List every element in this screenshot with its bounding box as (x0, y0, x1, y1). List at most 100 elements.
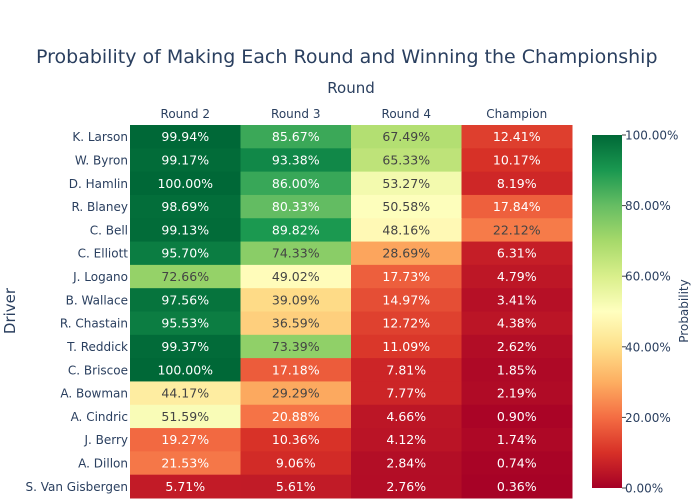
y-tick-label: A. Cindric (71, 410, 128, 424)
heatmap-cell (351, 171, 462, 196)
heatmap-cell (461, 474, 573, 499)
cell-value-label: 44.17% (161, 386, 209, 401)
heatmap-cell (130, 148, 241, 173)
cell-value-label: 73.39% (272, 339, 320, 354)
cell-value-label: 0.36% (497, 479, 537, 494)
cell-value-label: 8.19% (497, 176, 537, 191)
heatmap-cell (240, 311, 352, 336)
heatmap-cell (240, 288, 352, 312)
heatmap-cell (240, 171, 352, 196)
heatmap-cell (130, 218, 241, 243)
cell-value-label: 53.27% (382, 176, 430, 191)
heatmap-cell (351, 381, 462, 406)
heatmap-cell (461, 218, 573, 243)
heatmap-cell (351, 334, 462, 359)
heatmap-cell (130, 288, 241, 312)
heatmap-cell (240, 381, 352, 406)
cell-value-label: 12.72% (382, 316, 430, 331)
cell-value-label: 4.79% (497, 269, 537, 284)
colorbar-tick-label: 20.00% (625, 411, 671, 425)
heatmap-cell (130, 194, 241, 219)
heatmap-cell (240, 194, 352, 219)
cell-value-label: 93.38% (272, 152, 320, 167)
cell-value-label: 14.97% (382, 292, 430, 307)
heatmap-cell (130, 171, 241, 196)
heatmap-cell (130, 451, 241, 476)
heatmap-cell (461, 334, 573, 359)
x-tick-label: Round 3 (271, 107, 320, 121)
heatmap-cell (461, 241, 573, 266)
heatmap-cell (351, 264, 462, 289)
y-tick-label: D. Hamlin (69, 177, 128, 191)
colorbar-tick-label: 100.00% (625, 129, 678, 143)
cell-value-label: 36.59% (272, 316, 320, 331)
cell-value-label: 21.53% (161, 456, 209, 471)
heatmap-cell (461, 194, 573, 219)
x-tick-label: Round 4 (382, 107, 431, 121)
cell-value-label: 0.74% (497, 456, 537, 471)
heatmap-cell (351, 428, 462, 452)
cell-value-label: 9.06% (276, 456, 316, 471)
heatmap-cell (461, 171, 573, 196)
heatmap-cell (351, 125, 462, 149)
cell-value-label: 50.58% (382, 199, 430, 214)
cell-value-label: 97.56% (161, 292, 209, 307)
heatmap-cell (461, 311, 573, 336)
y-tick-label: W. Byron (75, 153, 128, 167)
heatmap-cell (351, 474, 462, 499)
cell-value-label: 22.12% (493, 222, 541, 237)
heatmap-cell (461, 428, 573, 452)
cell-value-label: 7.81% (386, 362, 426, 377)
heatmap-cell (130, 381, 241, 406)
cell-value-label: 3.41% (497, 292, 537, 307)
heatmap-cell (351, 241, 462, 266)
cell-value-label: 99.17% (161, 152, 209, 167)
heatmap-cell (130, 428, 241, 452)
cell-value-label: 99.37% (161, 339, 209, 354)
cell-value-label: 20.88% (272, 409, 320, 424)
heatmap-cell (461, 451, 573, 476)
heatmap-cell (240, 241, 352, 266)
heatmap-cell (130, 404, 241, 429)
heatmap-cell (240, 218, 352, 243)
cell-value-label: 10.17% (493, 152, 541, 167)
colorbar-tick-label: 0.00% (625, 482, 663, 496)
heatmap-cell (130, 241, 241, 266)
cell-value-label: 2.19% (497, 386, 537, 401)
heatmap-cell (461, 358, 573, 382)
cell-value-label: 0.90% (497, 409, 537, 424)
heatmap-cell (240, 428, 352, 452)
heatmap-cell (240, 404, 352, 429)
cell-value-label: 5.71% (165, 479, 205, 494)
cell-value-label: 17.18% (272, 362, 320, 377)
y-tick-label: A. Dillon (78, 457, 128, 471)
cell-value-label: 89.82% (272, 222, 320, 237)
cell-value-label: 99.13% (161, 222, 209, 237)
colorbar-tick-label: 60.00% (625, 270, 671, 284)
y-tick-label: R. Blaney (71, 200, 128, 214)
y-tick-label: T. Reddick (66, 340, 128, 354)
heatmap-cell (130, 264, 241, 289)
cell-value-label: 99.94% (161, 129, 209, 144)
cell-value-label: 2.84% (386, 456, 426, 471)
cell-value-label: 95.53% (161, 316, 209, 331)
cell-value-label: 86.00% (272, 176, 320, 191)
colorbar-tick-label: 80.00% (625, 199, 671, 213)
heatmap-cell (351, 404, 462, 429)
cell-value-label: 80.33% (272, 199, 320, 214)
heatmap-cell (240, 148, 352, 173)
cell-value-label: 100.00% (157, 362, 213, 377)
cell-value-label: 1.74% (497, 432, 537, 447)
heatmap-cell (351, 194, 462, 219)
cell-value-label: 48.16% (382, 222, 430, 237)
x-axis-title: Round (327, 79, 374, 97)
heatmap-cell (461, 381, 573, 406)
y-tick-label: S. Van Gisbergen (25, 480, 128, 494)
cell-value-label: 29.29% (272, 386, 320, 401)
cell-value-label: 1.85% (497, 362, 537, 377)
heatmap-cell (240, 334, 352, 359)
y-tick-label: C. Briscoe (68, 363, 128, 377)
heatmap-cell (351, 451, 462, 476)
cell-value-label: 10.36% (272, 432, 320, 447)
heatmap-cell (461, 404, 573, 429)
